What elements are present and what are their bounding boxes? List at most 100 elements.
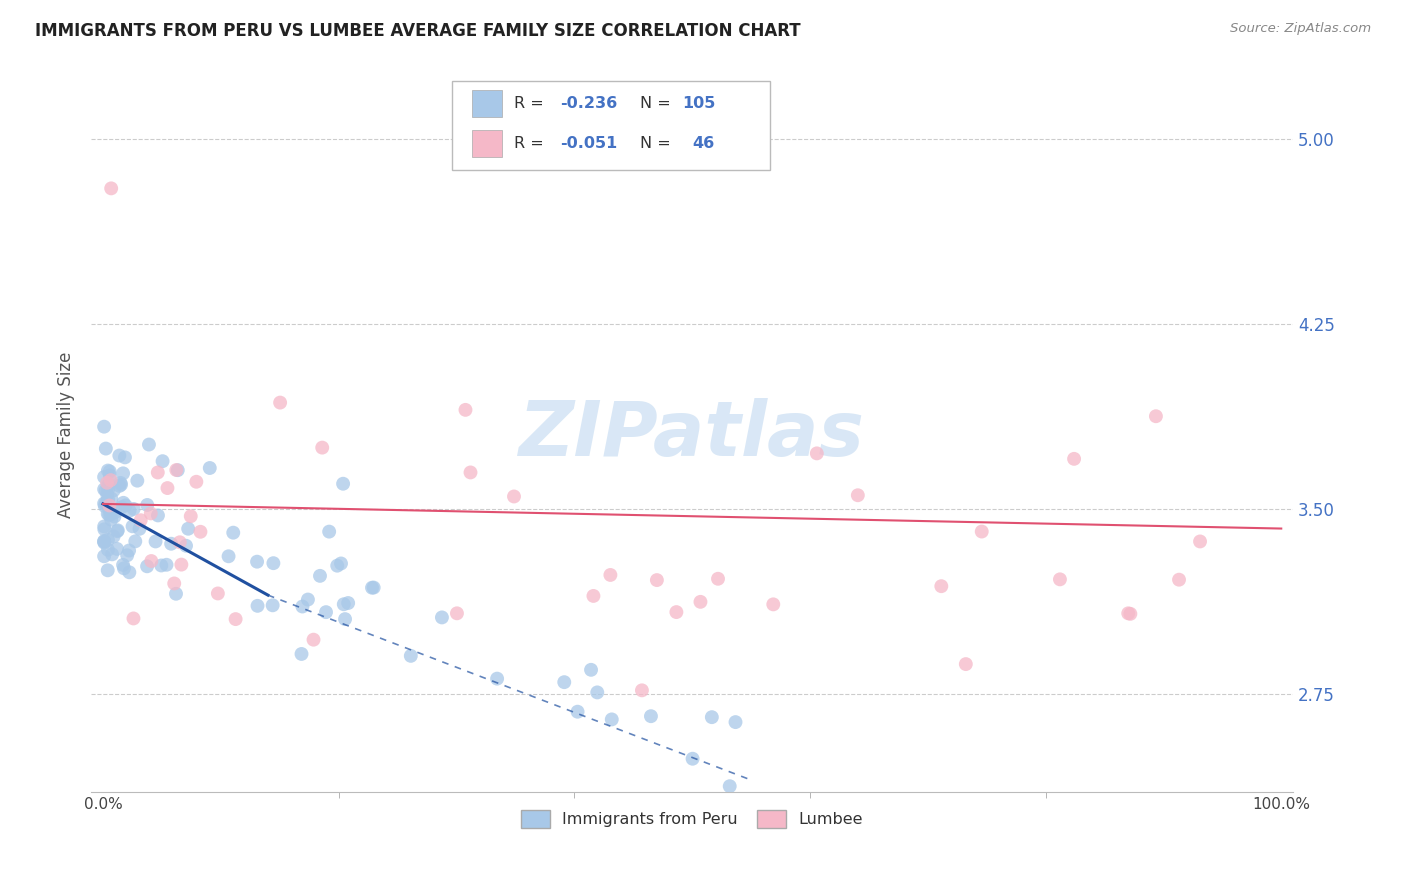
Text: R =: R = [515,96,550,112]
Point [707,572,730,586]
Point [118,566,141,580]
Point [846,488,869,502]
Point [105,524,128,538]
Point [553,675,575,690]
Point [718,779,741,793]
Point [486,672,509,686]
Point [93,519,115,533]
Point [689,595,711,609]
Point [170,558,193,572]
Text: ZIPatlas: ZIPatlas [519,398,865,472]
Point [640,709,662,723]
Point [97,533,120,547]
Point [302,632,325,647]
Point [955,657,977,672]
Point [311,441,333,455]
Point [166,463,188,477]
Point [114,450,136,465]
FancyBboxPatch shape [451,81,770,170]
Point [155,558,177,572]
Point [330,557,353,571]
Point [297,592,319,607]
Point [114,499,136,513]
Point [503,490,526,504]
Point [110,475,132,490]
Point [332,476,354,491]
Point [122,611,145,625]
Point [93,549,115,564]
Point [110,477,132,491]
Point [97,542,120,557]
FancyBboxPatch shape [472,90,502,118]
Point [96,488,118,502]
Point [94,499,117,513]
Point [146,466,169,480]
Point [682,752,704,766]
Point [97,477,120,491]
Point [599,568,621,582]
Point [163,576,186,591]
Point [970,524,993,539]
Point [100,508,122,522]
Point [225,612,247,626]
Text: R =: R = [515,136,550,151]
Text: IMMIGRANTS FROM PERU VS LUMBEE AVERAGE FAMILY SIZE CORRELATION CHART: IMMIGRANTS FROM PERU VS LUMBEE AVERAGE F… [35,22,801,40]
Point [269,395,291,409]
Point [198,461,221,475]
Point [97,492,120,507]
Point [315,605,337,619]
Point [246,599,269,613]
Point [105,541,128,556]
Point [645,573,668,587]
Point [174,539,197,553]
Point [112,558,135,572]
Point [98,508,121,522]
Point [290,647,312,661]
Point [138,437,160,451]
Point [1116,607,1139,621]
Point [98,468,121,483]
Point [430,610,453,624]
Point [96,475,118,490]
Point [107,524,129,538]
Point [152,454,174,468]
Point [600,713,623,727]
Point [929,579,952,593]
Point [118,504,141,518]
Point [700,710,723,724]
Point [100,181,122,195]
Legend: Immigrants from Peru, Lumbee: Immigrants from Peru, Lumbee [515,803,870,834]
Y-axis label: Average Family Size: Average Family Size [58,351,75,518]
FancyBboxPatch shape [472,129,502,157]
Point [326,558,349,573]
Point [98,499,121,513]
Point [337,596,360,610]
Point [446,607,468,621]
Text: N =: N = [640,96,676,112]
Point [165,463,187,477]
Point [1168,573,1191,587]
Point [118,543,141,558]
Point [103,529,125,543]
Point [363,581,385,595]
Text: N =: N = [640,136,676,151]
Point [94,442,117,456]
Point [333,597,356,611]
Text: -0.051: -0.051 [560,136,617,151]
Point [93,483,115,497]
Point [104,505,127,519]
Point [136,498,159,512]
Point [93,496,115,510]
Point [141,554,163,568]
Point [103,509,125,524]
Point [94,483,117,498]
Point [103,483,125,498]
Point [146,508,169,523]
Point [460,466,482,480]
Point [291,599,314,614]
Point [1049,572,1071,586]
Point [399,648,422,663]
Point [127,474,149,488]
Point [1119,607,1142,621]
Point [93,534,115,549]
